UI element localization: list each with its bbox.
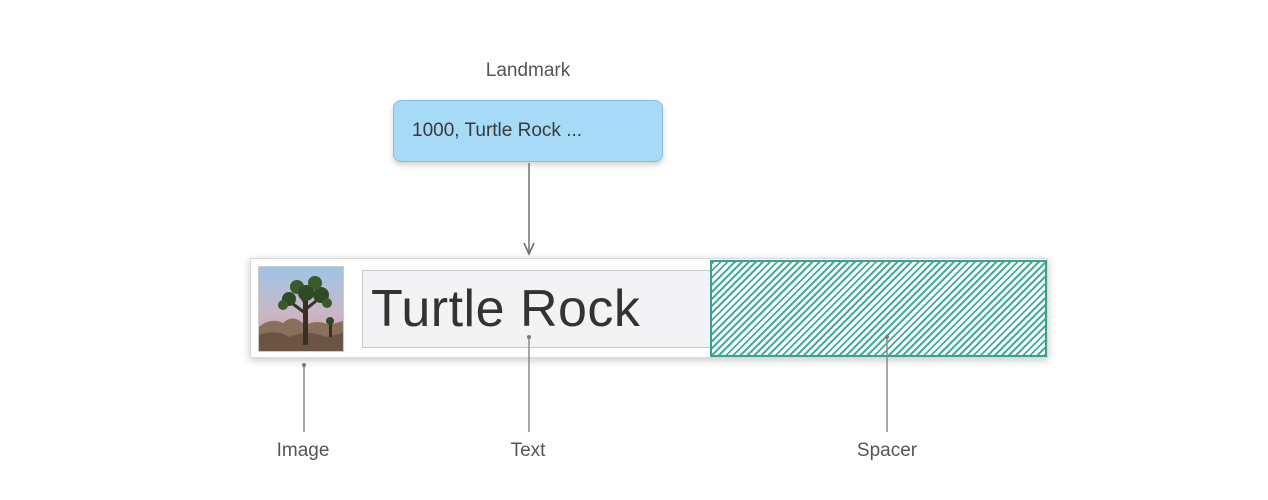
image-callout-label: Image <box>276 440 330 461</box>
spacer-callout-label: Spacer <box>856 440 918 461</box>
landmark-name-text: Turtle Rock <box>371 280 641 338</box>
image-callout-dot <box>302 363 306 367</box>
landmark-model-text: 1000, Turtle Rock ... <box>412 120 583 141</box>
landmark-label: Landmark <box>485 60 571 81</box>
joshua-tree-image <box>259 267 343 351</box>
text-callout-label: Text <box>510 440 546 461</box>
landmark-text-view: Turtle Rock <box>362 270 711 348</box>
spacer-region <box>710 260 1047 357</box>
landmark-image <box>258 266 344 352</box>
landmark-row: Turtle Rock <box>250 258 1048 358</box>
landmark-model-box: 1000, Turtle Rock ... <box>393 100 663 162</box>
